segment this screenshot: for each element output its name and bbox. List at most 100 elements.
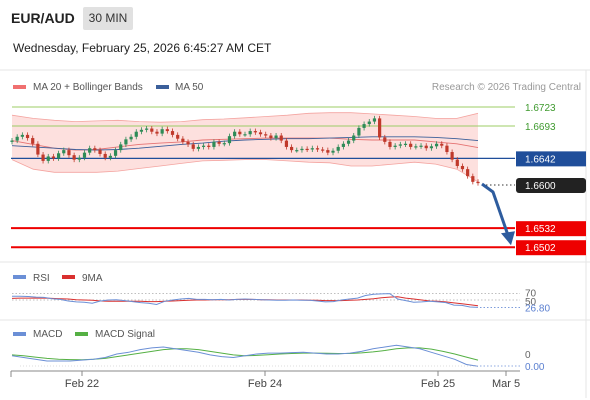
rsi-level-label-50: 50: [525, 297, 537, 308]
candle-body: [269, 135, 273, 139]
candle-body: [315, 148, 320, 150]
bollinger-band-fill: [12, 112, 478, 182]
rsi-line: [12, 293, 479, 308]
forecast-arrow-shaft: [481, 182, 510, 236]
candle-body: [279, 135, 283, 141]
candle-body: [20, 134, 24, 137]
candle-body: [455, 159, 459, 166]
timeframe-button[interactable]: 30 MIN: [83, 7, 133, 30]
candle-body: [460, 165, 465, 170]
current-price-label: 1.6600: [525, 181, 556, 192]
candle-body: [77, 157, 81, 160]
candle-body: [124, 139, 128, 145]
candle-body: [160, 129, 164, 134]
candle-body: [82, 152, 87, 158]
rsi-9ma-legend-swatch: [62, 275, 75, 279]
candle-body: [134, 131, 138, 137]
candle-body: [362, 124, 366, 128]
candle-body: [357, 127, 361, 136]
candle-body: [207, 145, 211, 147]
resistance-label-2: 1.6693: [525, 122, 556, 133]
candle-body: [434, 143, 439, 147]
macd-signal-legend-swatch: [75, 332, 88, 336]
candle-body: [238, 131, 242, 135]
candle-body: [217, 141, 221, 144]
candle-body: [258, 132, 263, 135]
candle-body: [398, 144, 402, 146]
macd-current-label: 0.00: [525, 362, 545, 373]
candle-body: [424, 145, 428, 149]
candle-body: [165, 129, 169, 132]
candle-body: [429, 146, 433, 149]
ma20-legend-label: MA 20 + Bollinger Bands: [33, 82, 143, 93]
candle-body: [466, 169, 470, 177]
candle-body: [98, 150, 102, 154]
candle-body: [450, 152, 454, 160]
time-axis-label: Feb 22: [65, 378, 99, 390]
candle-body: [476, 181, 480, 184]
candle-body: [155, 131, 159, 134]
candle-body: [331, 150, 335, 153]
candle-body: [352, 135, 356, 141]
candle-body: [383, 137, 387, 142]
candle-body: [113, 150, 118, 156]
candle-body: [10, 140, 14, 142]
bollinger-upper-line: [11, 112, 479, 123]
rsi-legend-label: RSI: [33, 273, 50, 284]
candle-body: [321, 149, 325, 151]
candle-body: [222, 143, 226, 145]
bollinger-lower-line: [11, 159, 479, 183]
support-label-bg-2: [516, 240, 586, 256]
candle-body: [403, 143, 408, 145]
candle-body: [414, 146, 418, 148]
time-axis-label: Feb 25: [421, 378, 455, 390]
candle-body: [290, 146, 294, 151]
price-layer: 1.6723 1.6693 1.6642 1.6532 1.6502 1.6600: [10, 103, 586, 256]
resistance-label-1: 1.6723: [525, 103, 556, 114]
time-axis-label: Feb 24: [248, 378, 282, 390]
candle-body: [201, 145, 206, 147]
candle-body: [378, 118, 382, 138]
macd-line: [11, 344, 479, 367]
candle-body: [67, 150, 71, 156]
candle-body: [145, 128, 149, 130]
candle-body: [300, 148, 304, 151]
candle-body: [46, 156, 50, 161]
candle-body: [419, 145, 423, 147]
rsi-current-label: 26.80: [525, 303, 550, 314]
macd-zero-label: 0: [525, 350, 531, 361]
support-label-1: 1.6532: [525, 224, 556, 235]
current-price-label-bg: [516, 178, 586, 194]
candle-body: [393, 145, 397, 147]
candle-body: [176, 134, 180, 139]
candle-body: [471, 176, 475, 182]
watermark: Research © 2026 Trading Central: [432, 82, 581, 93]
rsi-9ma-legend-label: 9MA: [82, 273, 103, 284]
candle-body: [25, 134, 30, 139]
candle-body: [388, 141, 392, 147]
candle-body: [295, 150, 299, 152]
support-label-2: 1.6502: [525, 243, 556, 254]
candle-body: [15, 136, 19, 141]
macd-legend-swatch: [13, 332, 26, 336]
candle-body: [310, 148, 314, 150]
macd-layer: 00.00: [11, 344, 545, 373]
macd-signal-legend-label: MACD Signal: [95, 329, 155, 340]
candle-body: [445, 145, 449, 153]
macd-signal-line: [11, 347, 479, 361]
chart-datetime: Wednesday, February 25, 2026 6:45:27 AM …: [13, 41, 272, 55]
candle-body: [191, 144, 195, 149]
candle-body: [170, 131, 175, 135]
time-axis-label: Mar 5: [492, 378, 520, 390]
candle-body: [243, 134, 247, 136]
candle-body: [72, 155, 76, 160]
candle-body: [341, 143, 345, 147]
candle-body: [326, 150, 330, 153]
candle-body: [233, 131, 237, 137]
candle-body: [227, 136, 232, 144]
forecast-arrow-head: [501, 231, 515, 246]
candle-body: [103, 153, 107, 158]
ma20-legend-swatch: [13, 85, 26, 89]
